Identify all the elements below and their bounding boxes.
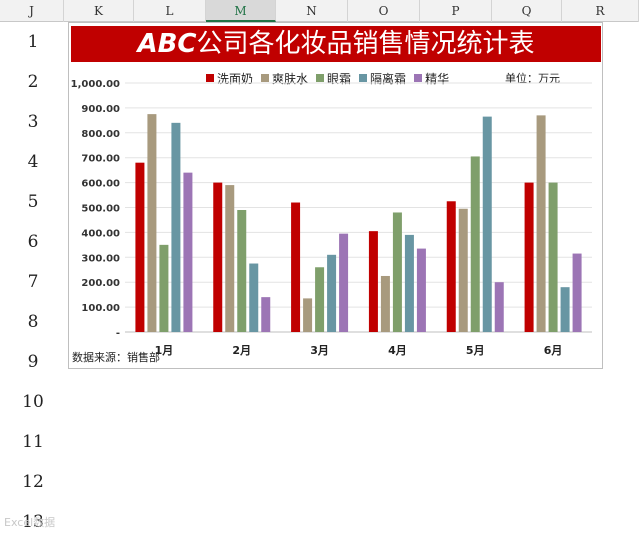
legend-label: 爽肤水 <box>272 71 309 86</box>
row-number-7[interactable]: 7 <box>27 272 39 292</box>
chart-legend: 洗面奶 爽肤水 眼霜 隔离霜 精华 <box>206 69 457 87</box>
bar-眼霜-1月[interactable] <box>159 244 169 332</box>
bar-洗面奶-2月[interactable] <box>213 182 223 332</box>
bar-精华-5月[interactable] <box>494 282 504 332</box>
bar-隔离霜-2月[interactable] <box>249 263 259 332</box>
row-number-8[interactable]: 8 <box>27 312 39 332</box>
column-header-k[interactable]: K <box>64 0 134 22</box>
bar-眼霜-6月[interactable] <box>548 182 558 332</box>
legend-swatch <box>414 74 423 82</box>
legend-item: 精华 <box>414 70 449 87</box>
x-category-label: 2月 <box>232 344 251 357</box>
x-category-label: 5月 <box>466 344 485 357</box>
y-tick-label: 700.00 <box>81 154 120 165</box>
bar-精华-1月[interactable] <box>183 172 193 332</box>
bar-爽肤水-6月[interactable] <box>536 115 546 333</box>
bar-眼霜-2月[interactable] <box>237 209 247 332</box>
y-tick-label: 200.00 <box>81 278 120 289</box>
bar-隔离霜-5月[interactable] <box>482 116 492 333</box>
bar-精华-4月[interactable] <box>416 248 426 332</box>
bar-精华-6月[interactable] <box>572 253 582 332</box>
legend-swatch <box>261 74 270 82</box>
bar-洗面奶-6月[interactable] <box>524 182 534 332</box>
y-tick-label: 300.00 <box>81 253 120 264</box>
bar-隔离霜-6月[interactable] <box>560 287 570 332</box>
legend-label: 洗面奶 <box>217 71 254 86</box>
bar-隔离霜-3月[interactable] <box>327 254 337 332</box>
column-header-o[interactable]: O <box>348 0 420 22</box>
row-number-13[interactable]: 13 <box>22 512 44 532</box>
column-header-r[interactable]: R <box>562 0 639 22</box>
bar-爽肤水-3月[interactable] <box>303 298 313 332</box>
column-header-j[interactable]: J <box>0 0 64 22</box>
bar-爽肤水-4月[interactable] <box>380 275 390 332</box>
legend-swatch <box>359 74 368 82</box>
legend-label: 精华 <box>425 71 450 86</box>
x-category-label: 6月 <box>544 344 563 357</box>
column-header-m[interactable]: M <box>206 0 276 22</box>
column-header-n[interactable]: N <box>276 0 348 22</box>
watermark: Excel数据 <box>4 516 56 529</box>
y-tick-label: 900.00 <box>81 104 120 115</box>
y-tick-label: 1,000.00 <box>71 79 120 90</box>
bar-爽肤水-1月[interactable] <box>147 114 157 332</box>
row-number-10[interactable]: 10 <box>22 392 44 412</box>
y-tick-label: 100.00 <box>81 303 120 314</box>
row-number-1[interactable]: 1 <box>27 32 39 52</box>
row-number-4[interactable]: 4 <box>27 152 39 172</box>
column-header-q[interactable]: Q <box>492 0 562 22</box>
bar-洗面奶-5月[interactable] <box>446 201 456 332</box>
row-number-12[interactable]: 12 <box>22 472 44 492</box>
chart-frame[interactable]: ABC公司各化妆品销售情况统计表 洗面奶 爽肤水 眼霜 隔离霜 精华 单位：万元 - 10… <box>68 22 603 369</box>
bar-洗面奶-4月[interactable] <box>368 231 378 332</box>
column-header-p[interactable]: P <box>420 0 492 22</box>
x-category-label: 3月 <box>310 344 329 357</box>
chart-title-rest: 公司各化妆品销售情况统计表 <box>196 29 535 59</box>
y-tick-label: - <box>116 328 120 339</box>
legend-item: 眼霜 <box>316 70 351 87</box>
bar-洗面奶-3月[interactable] <box>291 202 301 332</box>
legend-swatch <box>206 74 214 82</box>
legend-item: 洗面奶 <box>206 70 253 87</box>
legend-label: 眼霜 <box>327 71 352 86</box>
chart-title-brand: ABC <box>137 29 197 59</box>
y-tick-label: 800.00 <box>81 129 120 140</box>
legend-item: 爽肤水 <box>261 70 308 87</box>
chart-title: ABC公司各化妆品销售情况统计表 <box>71 26 601 62</box>
bar-隔离霜-4月[interactable] <box>404 234 414 332</box>
x-category-label: 1月 <box>155 344 174 357</box>
row-number-6[interactable]: 6 <box>27 232 39 252</box>
legend-item: 隔离霜 <box>359 70 406 87</box>
chart-plot-area: - 100.00 200.00 300.00 400.00 500.00 600.00 700… <box>71 79 592 357</box>
row-number-2[interactable]: 2 <box>27 72 39 92</box>
column-header-l[interactable]: L <box>134 0 206 22</box>
row-number-11[interactable]: 11 <box>22 432 44 452</box>
bar-精华-3月[interactable] <box>339 233 349 332</box>
bar-爽肤水-5月[interactable] <box>458 208 468 332</box>
legend-label: 隔离霜 <box>370 71 407 86</box>
row-number-5[interactable]: 5 <box>27 192 39 212</box>
bar-眼霜-3月[interactable] <box>315 267 325 332</box>
row-number-9[interactable]: 9 <box>27 352 39 372</box>
y-tick-label: 500.00 <box>81 204 120 215</box>
bar-爽肤水-2月[interactable] <box>225 185 235 332</box>
row-number-3[interactable]: 3 <box>27 112 39 132</box>
bar-眼霜-5月[interactable] <box>470 156 480 332</box>
chart-title-bar: ABC公司各化妆品销售情况统计表 <box>71 26 601 62</box>
bar-隔离霜-1月[interactable] <box>171 122 181 332</box>
legend-swatch <box>316 74 325 82</box>
x-category-label: 4月 <box>388 344 407 357</box>
bar-精华-2月[interactable] <box>261 297 271 332</box>
bar-洗面奶-1月[interactable] <box>135 162 145 332</box>
source-label: 数据来源：销售部 <box>72 351 160 364</box>
bar-眼霜-4月[interactable] <box>392 212 402 332</box>
y-tick-label: 400.00 <box>81 228 120 239</box>
y-tick-label: 600.00 <box>81 179 120 190</box>
unit-label: 单位：万元 <box>505 72 560 85</box>
